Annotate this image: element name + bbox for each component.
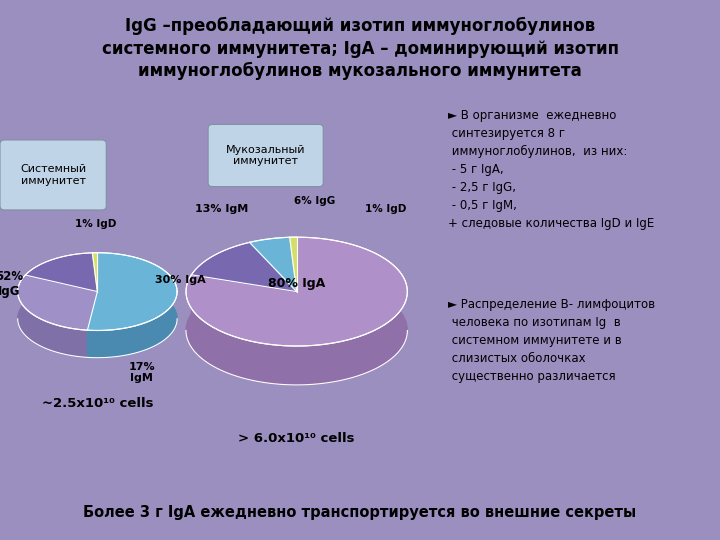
Text: 1% IgD: 1% IgD: [364, 204, 406, 214]
Text: ~2.5x10¹⁰ cells: ~2.5x10¹⁰ cells: [42, 396, 153, 409]
Text: IgG –преобладающий изотип иммуноглобулинов
системного иммунитета; IgA – доминиру: IgG –преобладающий изотип иммуноглобулин…: [102, 17, 618, 80]
FancyBboxPatch shape: [0, 140, 107, 210]
Polygon shape: [18, 275, 97, 330]
Text: Мукозальный
иммунитет: Мукозальный иммунитет: [226, 145, 305, 166]
Text: 1% IgD: 1% IgD: [76, 219, 117, 230]
Text: ► В организме  ежедневно
 синтезируется 8 г
 иммуноглобулинов,  из них:
 - 5 г I: ► В организме ежедневно синтезируется 8 …: [448, 109, 654, 230]
Text: > 6.0x10¹⁰ cells: > 6.0x10¹⁰ cells: [238, 431, 355, 444]
Polygon shape: [25, 253, 97, 292]
Text: 52%
IgG: 52% IgG: [0, 270, 23, 298]
Polygon shape: [87, 253, 177, 357]
Text: ► Распределение В- лимфоцитов
 человека по изотипам Ig  в
 системном иммунитете : ► Распределение В- лимфоцитов человека п…: [448, 298, 655, 382]
Text: 17%
IgM: 17% IgM: [128, 362, 155, 383]
Text: 80% IgA: 80% IgA: [268, 278, 325, 291]
FancyBboxPatch shape: [208, 124, 323, 187]
Text: Системный
иммунитет: Системный иммунитет: [20, 164, 86, 186]
Text: 30% IgA: 30% IgA: [155, 275, 206, 285]
Text: 6% IgG: 6% IgG: [294, 196, 335, 206]
Polygon shape: [18, 275, 97, 357]
Polygon shape: [87, 253, 177, 330]
Polygon shape: [289, 237, 297, 292]
Text: 13% IgM: 13% IgM: [195, 204, 248, 214]
Polygon shape: [186, 237, 408, 346]
Polygon shape: [192, 242, 297, 292]
Polygon shape: [92, 253, 97, 292]
Polygon shape: [250, 237, 297, 292]
Polygon shape: [186, 237, 408, 385]
Text: Более 3 г IgA ежедневно транспортируется во внешние секреты: Более 3 г IgA ежедневно транспортируется…: [84, 505, 636, 521]
